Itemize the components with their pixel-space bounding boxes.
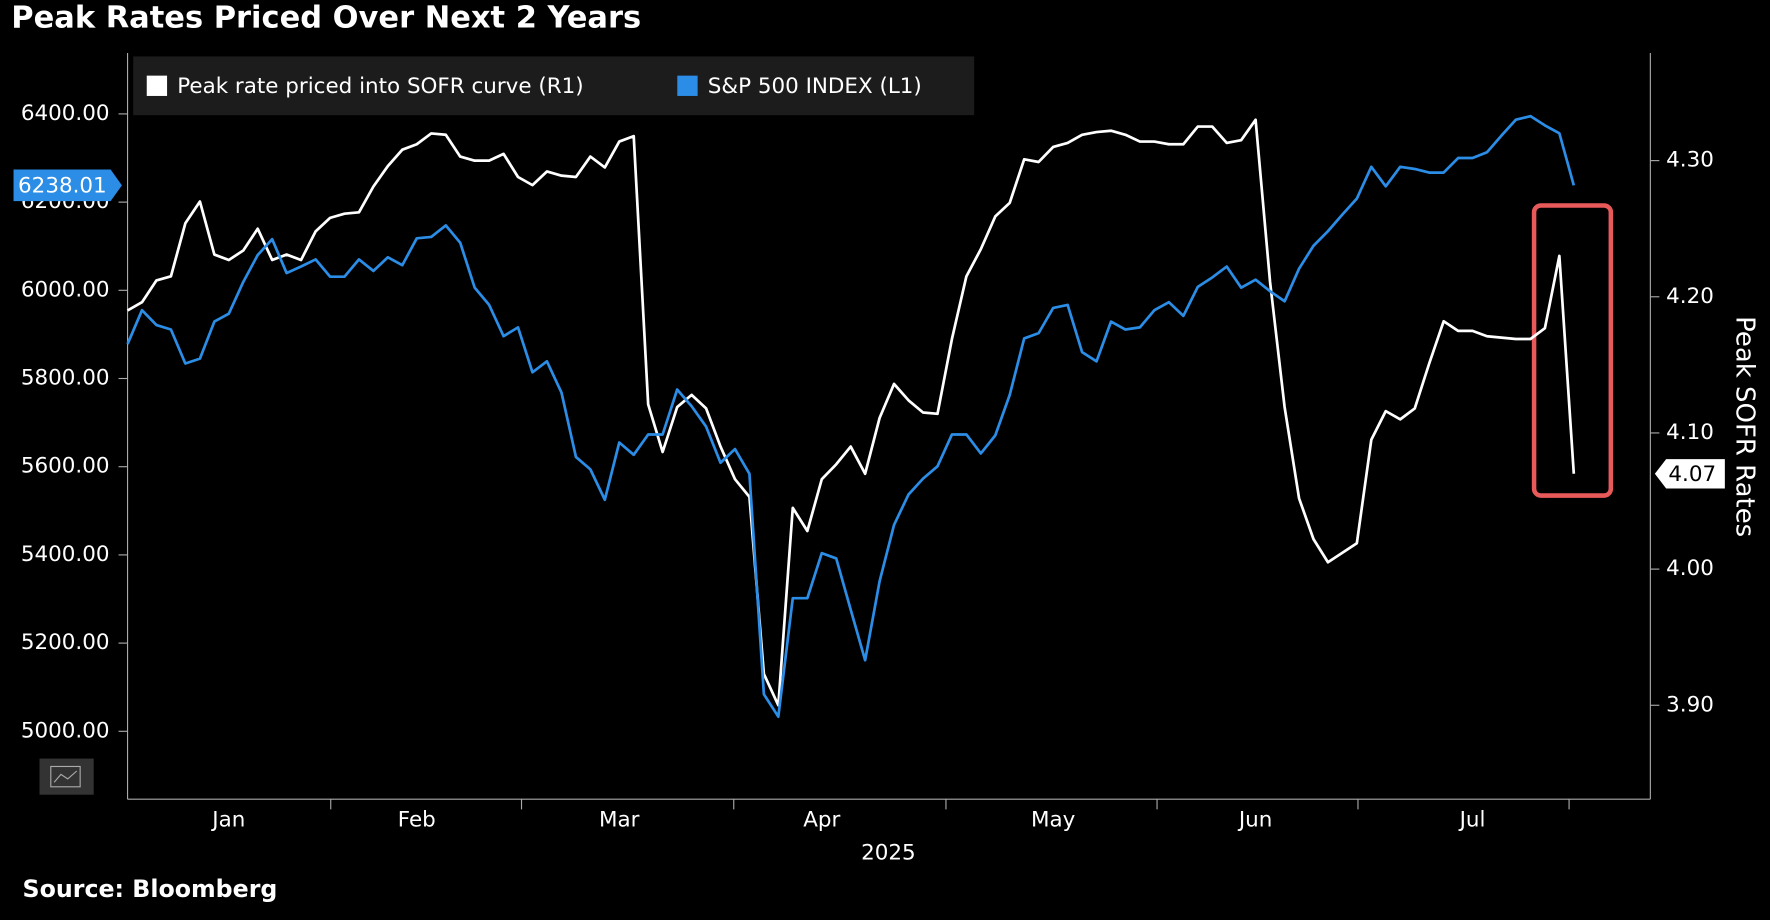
legend-box [133,56,975,116]
y-tick-label: 5200.00 [21,630,110,655]
legend-label: S&P 500 INDEX (L1) [708,74,922,99]
x-tick-label: Jun [1237,808,1273,833]
x-tick-label: Feb [398,808,436,833]
last-value-tag [13,169,122,202]
y-tick-label: 5400.00 [21,542,110,567]
chart-icon [39,758,94,795]
series-line [126,118,1576,707]
y2-tick-label: 3.90 [1666,692,1714,717]
x-axis-label: 2025 [861,840,916,865]
chart-title: Peak Rates Priced Over Next 2 Years [11,1,641,36]
last-value-label: 4.07 [1668,462,1716,487]
legend-swatch [677,75,698,96]
last-value-tag [1654,459,1725,489]
x-tick-label: Jan [210,808,245,833]
y2-tick-label: 4.00 [1666,556,1714,581]
y-tick-label: 5800.00 [21,366,110,391]
y2-axis-label: Peak SOFR Rates [1730,316,1760,537]
last-value-label: 6238.01 [18,173,107,198]
x-tick-label: May [1031,808,1076,833]
highlight-box [1531,203,1614,498]
source: Source: Bloomberg [23,875,278,903]
y2-tick-label: 4.30 [1666,148,1714,173]
y2-tick-label: 4.10 [1666,420,1714,445]
y-tick-label: 6000.00 [21,277,110,302]
y-tick-label: 5600.00 [21,454,110,479]
x-tick-label: Jul [1458,808,1486,833]
legend-label: Peak rate priced into SOFR curve (R1) [177,74,583,99]
y-tick-label: 5000.00 [21,718,110,743]
y2-tick-label: 4.20 [1666,284,1714,309]
x-tick-label: Apr [803,808,840,833]
legend-swatch [146,75,168,96]
x-tick-label: Mar [599,808,640,833]
y-tick-label: 6400.00 [21,101,110,126]
series-line [126,114,1576,719]
